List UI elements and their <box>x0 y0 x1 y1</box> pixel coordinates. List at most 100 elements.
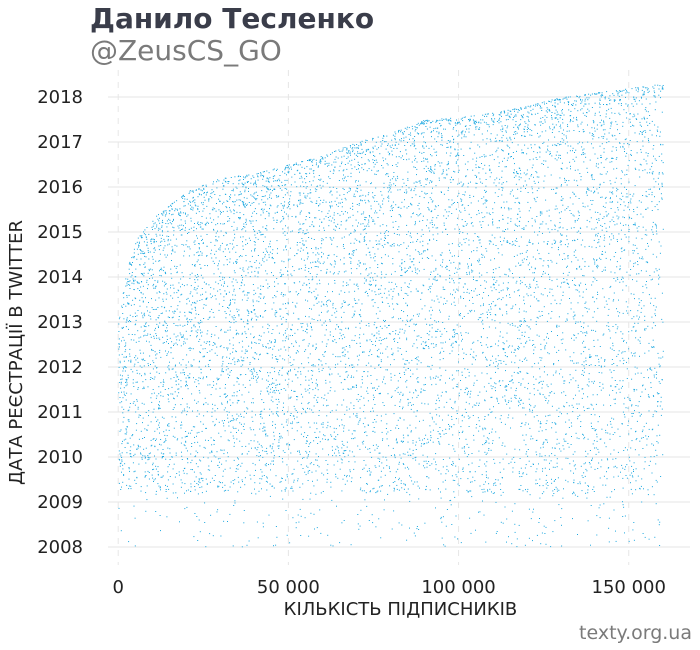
data-point <box>178 290 180 292</box>
data-point <box>327 473 329 474</box>
data-point <box>238 464 240 466</box>
data-point <box>203 456 205 458</box>
data-point <box>507 402 509 403</box>
data-point <box>497 248 499 250</box>
data-point <box>414 155 416 157</box>
data-point <box>422 123 424 125</box>
data-point <box>513 115 515 117</box>
data-point <box>210 253 212 255</box>
data-point <box>484 399 486 401</box>
data-point <box>653 155 654 157</box>
data-point <box>514 240 516 242</box>
data-point <box>575 432 577 434</box>
data-point <box>429 180 431 182</box>
data-point <box>574 464 576 466</box>
data-point <box>639 340 641 342</box>
data-point <box>300 384 302 386</box>
data-point <box>609 127 611 129</box>
data-point <box>279 436 281 438</box>
data-point <box>457 171 459 173</box>
data-point <box>390 376 392 378</box>
data-point <box>192 201 194 203</box>
data-point <box>583 472 585 474</box>
data-point <box>506 311 508 313</box>
data-point <box>647 92 649 93</box>
data-point <box>629 200 631 202</box>
data-point <box>510 380 512 382</box>
data-point <box>486 250 488 252</box>
data-point <box>386 297 388 299</box>
data-point <box>335 356 337 358</box>
data-point <box>439 123 441 124</box>
data-point <box>650 387 652 388</box>
data-point <box>297 318 299 320</box>
data-point <box>534 124 536 126</box>
data-point <box>635 468 637 470</box>
data-point <box>654 124 656 126</box>
data-point <box>311 224 313 226</box>
data-point <box>159 222 161 224</box>
data-point <box>252 226 254 227</box>
data-point <box>402 434 404 436</box>
data-point <box>334 280 336 281</box>
data-point <box>358 204 360 206</box>
data-point <box>482 114 484 116</box>
data-point <box>162 249 164 251</box>
data-point <box>311 201 313 203</box>
data-point <box>189 274 191 276</box>
data-point <box>509 116 511 118</box>
data-point <box>468 119 469 120</box>
data-point <box>527 201 529 203</box>
data-point <box>410 242 412 243</box>
data-point <box>604 245 606 247</box>
data-point <box>515 197 517 199</box>
data-point <box>375 187 377 189</box>
data-point <box>230 481 232 483</box>
data-point <box>324 435 326 437</box>
data-point <box>495 417 497 419</box>
data-point <box>420 133 422 135</box>
data-point <box>450 152 452 154</box>
data-point <box>241 359 243 361</box>
data-point <box>151 378 153 379</box>
data-point <box>305 173 307 175</box>
data-point <box>119 430 121 432</box>
data-point <box>465 412 467 413</box>
data-point <box>261 478 263 480</box>
data-point <box>135 341 137 343</box>
data-point <box>199 264 201 265</box>
data-point <box>271 354 273 356</box>
data-point <box>282 197 284 198</box>
data-point <box>422 145 424 147</box>
data-point <box>382 302 384 303</box>
data-point <box>128 321 130 323</box>
data-point <box>431 136 432 138</box>
data-point <box>128 294 130 296</box>
data-point <box>485 541 487 543</box>
data-point <box>243 429 245 430</box>
data-point <box>478 212 480 214</box>
data-point <box>610 107 612 109</box>
data-point <box>307 300 309 302</box>
data-point <box>143 312 145 314</box>
data-point <box>502 187 504 189</box>
data-point <box>131 456 133 458</box>
data-point <box>202 307 204 309</box>
data-point <box>594 127 595 129</box>
data-point <box>596 188 598 190</box>
data-point <box>206 205 208 207</box>
grid-lines <box>108 70 690 565</box>
data-point <box>480 224 482 226</box>
data-point <box>171 416 173 418</box>
data-point <box>504 207 505 209</box>
data-point <box>282 171 283 173</box>
data-point <box>435 423 437 425</box>
data-point <box>218 421 220 423</box>
data-point <box>462 348 463 350</box>
data-point <box>265 279 267 281</box>
data-point <box>538 187 540 189</box>
data-point <box>372 444 374 446</box>
data-point <box>366 340 368 342</box>
data-point <box>512 382 514 384</box>
data-point <box>134 276 136 278</box>
